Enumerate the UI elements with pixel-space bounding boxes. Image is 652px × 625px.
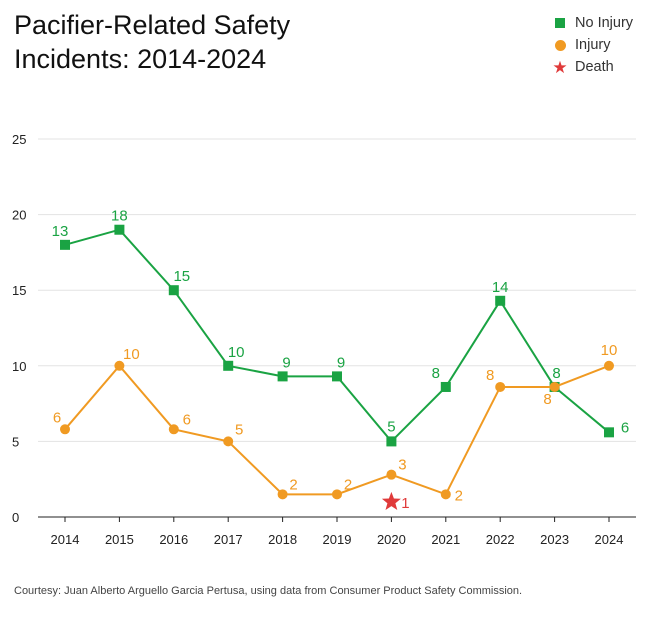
- x-tick-label: 2014: [51, 532, 80, 547]
- data-label: 15: [173, 268, 190, 285]
- legend-label-no-injury: No Injury: [575, 15, 634, 31]
- data-point-square: [114, 224, 125, 235]
- data-point-circle: [604, 360, 614, 371]
- data-label: 8: [543, 391, 551, 408]
- x-tick-label: 2021: [431, 532, 460, 547]
- x-tick-label: 2019: [323, 532, 352, 547]
- chart-title: Pacifier-Related Safety Incidents: 2014-…: [14, 8, 394, 76]
- y-tick-label: 15: [12, 283, 26, 298]
- data-label: 8: [486, 367, 494, 384]
- data-label: 2: [455, 487, 463, 504]
- data-point-square: [223, 360, 234, 371]
- x-tick-label: 2024: [595, 532, 624, 547]
- data-label: 9: [282, 354, 290, 371]
- series-line-no-injury: [64, 228, 610, 443]
- data-label: 6: [621, 419, 629, 436]
- circle-marker-icon: [552, 39, 568, 51]
- data-point-square: [440, 381, 451, 392]
- data-point-square: [604, 427, 614, 438]
- y-tick-label: 25: [12, 132, 26, 147]
- data-label: 3: [398, 457, 406, 474]
- data-point-square: [495, 295, 506, 306]
- data-point-square: [277, 371, 288, 382]
- data-point-square: [168, 285, 179, 296]
- data-label: 6: [183, 411, 191, 428]
- data-label: 10: [601, 342, 618, 359]
- x-tick-label: 2016: [159, 532, 188, 547]
- x-tick-label: 2017: [214, 532, 243, 547]
- data-point-square: [386, 436, 397, 447]
- y-tick-label: 20: [12, 208, 26, 223]
- x-tick-label: 2018: [268, 532, 297, 547]
- data-label: 13: [52, 223, 69, 240]
- legend-item-no-injury: No Injury: [552, 12, 633, 34]
- data-label: 2: [289, 476, 297, 493]
- data-label: 14: [492, 279, 509, 296]
- data-point-circle: [60, 424, 70, 435]
- data-label: 8: [552, 365, 560, 382]
- data-point-square: [60, 239, 70, 250]
- data-point-star: [381, 491, 401, 510]
- data-label: 8: [432, 365, 440, 382]
- data-label: 9: [337, 354, 345, 371]
- legend-item-injury: Injury: [552, 34, 633, 56]
- y-tick-label: 5: [12, 434, 19, 449]
- data-point-circle: [277, 489, 288, 500]
- y-tick-label: 0: [12, 510, 19, 525]
- data-point-circle: [168, 424, 179, 435]
- data-point-circle: [549, 381, 560, 392]
- data-label: 2: [344, 476, 352, 493]
- legend-label-injury: Injury: [575, 37, 611, 53]
- data-point-circle: [386, 469, 397, 480]
- data-label: 5: [387, 418, 395, 435]
- legend-item-death: ★ Death: [552, 56, 633, 78]
- y-tick-label: 10: [12, 359, 26, 374]
- legend: No Injury Injury ★ Death: [552, 12, 633, 78]
- series-line-injury: [64, 364, 610, 496]
- square-marker-icon: [552, 18, 568, 28]
- x-tick-label: 2023: [540, 532, 569, 547]
- data-label: 10: [228, 344, 245, 361]
- x-tick-label: 2020: [377, 532, 406, 547]
- title-line-2: Incidents: 2014-2024: [14, 44, 267, 74]
- data-point-square: [332, 371, 342, 382]
- x-tick-label: 2022: [486, 532, 515, 547]
- title-line-1: Pacifier-Related Safety: [14, 10, 291, 40]
- x-tick-label: 2015: [105, 532, 134, 547]
- data-label: 18: [111, 208, 128, 225]
- data-point-circle: [114, 360, 125, 371]
- data-label: 6: [53, 409, 61, 426]
- legend-label-death: Death: [575, 59, 614, 75]
- data-label: 5: [235, 421, 243, 438]
- star-marker-icon: ★: [552, 57, 568, 77]
- data-label: 1: [401, 495, 409, 512]
- data-label: 10: [123, 346, 140, 363]
- data-point-circle: [495, 381, 506, 392]
- data-point-circle: [440, 489, 451, 500]
- data-point-circle: [332, 489, 342, 500]
- caption: Courtesy: Juan Alberto Arguello Garcia P…: [14, 585, 523, 597]
- data-point-circle: [223, 436, 234, 447]
